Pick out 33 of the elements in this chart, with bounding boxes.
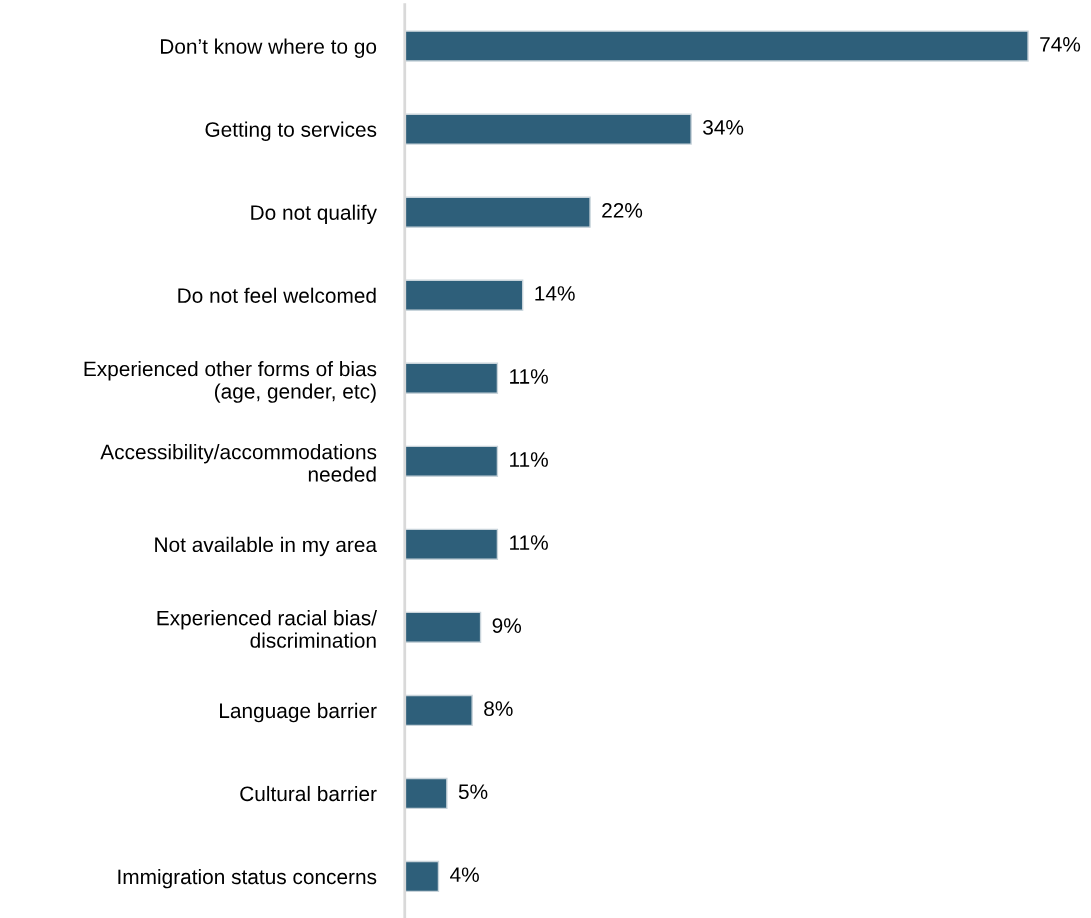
- data-label: 11%: [510, 452, 548, 467]
- data-label: 4%: [450, 867, 479, 882]
- data-label: 14%: [535, 286, 575, 301]
- bar: [404, 196, 591, 228]
- bar: [404, 30, 1029, 62]
- bar: [404, 611, 482, 644]
- y-tick-label: Don’t know where to go: [160, 38, 377, 58]
- bar: [404, 445, 499, 477]
- y-tick-label: Immigration status concerns: [118, 868, 377, 889]
- bar: [404, 113, 692, 145]
- bar: [404, 279, 524, 311]
- bar: [404, 694, 473, 727]
- data-label: 34%: [703, 119, 744, 135]
- bar: [404, 362, 499, 394]
- data-label: 11%: [510, 535, 548, 550]
- y-tick-label: Do not feel welcomed: [178, 287, 376, 303]
- y-tick-label: Getting to services: [205, 121, 377, 142]
- bar: [404, 528, 499, 560]
- y-tick-label: Experienced racial bias/ discrimination: [157, 610, 377, 648]
- data-label: 5%: [458, 784, 488, 800]
- data-label: 22%: [602, 203, 643, 218]
- data-label: 74%: [1040, 37, 1081, 52]
- y-tick-label: Experienced other forms of bias (age, gender, etc): [84, 361, 377, 403]
- y-tick-label: Do not qualify: [251, 204, 377, 225]
- data-label: 9%: [492, 618, 522, 633]
- y-tick-label: Not available in my area: [155, 536, 377, 557]
- data-label: 8%: [484, 701, 513, 716]
- bar: [404, 777, 448, 810]
- bar: [404, 860, 440, 893]
- y-tick-label: Accessibility/accommodations needed: [100, 444, 377, 482]
- data-label: 11%: [510, 369, 548, 384]
- y-tick-label: Cultural barrier: [240, 785, 377, 802]
- y-tick-label: Language barrier: [220, 702, 377, 723]
